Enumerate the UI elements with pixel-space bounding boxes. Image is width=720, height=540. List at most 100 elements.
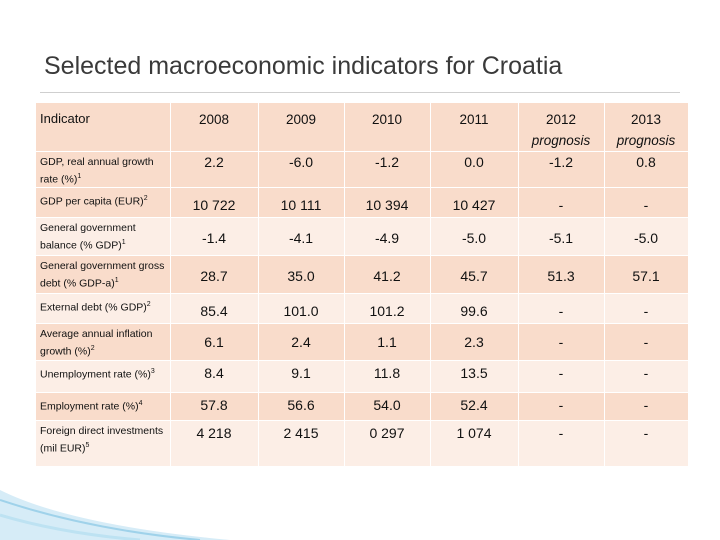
row-label: General government balance (% GDP)1 <box>36 217 171 256</box>
table-row: Employment rate (%)4 57.8 56.6 54.0 52.4- - <box>36 392 689 421</box>
column-header-2009: 2009 <box>258 103 345 152</box>
page-title: Selected macroeconomic indicators for Cr… <box>44 52 563 80</box>
table-cell: 10 394 <box>344 187 431 218</box>
table-cell: -1.2 <box>344 151 431 188</box>
decorative-swoosh <box>0 490 230 540</box>
table-cell: 56.6 <box>258 392 345 421</box>
column-header-indicator: Indicator <box>36 103 171 152</box>
table-cell: - <box>604 420 689 467</box>
row-label-text: Unemployment rate (%) <box>40 368 151 381</box>
column-header-2012: 2012 prognosis <box>518 103 605 152</box>
footnote-marker: 1 <box>114 276 119 284</box>
column-header-2011: 2011 <box>430 103 519 152</box>
table-cell: 10 722 <box>170 187 259 218</box>
column-year: 2008 <box>198 112 230 127</box>
row-label: Average annual inflation growth (%)2 <box>36 323 171 361</box>
column-header-2008: 2008 <box>170 103 259 152</box>
table-cell: 9.1 <box>258 360 345 393</box>
column-year: 2011 <box>459 112 489 127</box>
table-cell: - <box>604 360 689 393</box>
table-cell: 45.7 <box>430 255 519 294</box>
table-cell: -5.0 <box>430 217 519 256</box>
column-year: 2013 <box>630 112 662 127</box>
table-cell: - <box>518 323 605 361</box>
table-cell: - <box>518 187 605 218</box>
table-cell: - <box>604 187 689 218</box>
table-cell: 57.1 <box>604 255 689 294</box>
footnote-marker: 5 <box>85 441 90 449</box>
row-label-text: General government balance (% GDP) <box>40 222 136 251</box>
table-cell: -5.0 <box>604 217 689 256</box>
table-cell: 101.0 <box>258 293 345 324</box>
table-cell: - <box>604 293 689 324</box>
column-year: 2009 <box>285 112 317 127</box>
table-cell: - <box>518 293 605 324</box>
table-cell: 2 415 <box>258 420 345 467</box>
table-row: GDP, real annual growth rate (%)1 2.2 -6.0… <box>36 151 689 188</box>
column-header-2010: 2010 <box>344 103 431 152</box>
table-row: General government gross debt (% GDP-a)1… <box>36 255 689 294</box>
table-cell: 13.5 <box>430 360 519 393</box>
row-label: GDP, real annual growth rate (%)1 <box>36 151 171 188</box>
table-cell: -4.9 <box>344 217 431 256</box>
row-label-text: External debt (% GDP) <box>40 301 147 314</box>
row-label: Unemployment rate (%)3 <box>36 360 171 393</box>
swoosh-line <box>0 499 201 540</box>
table-row: Foreign direct investments (mil EUR)5 4 2… <box>36 420 689 467</box>
table-cell: 101.2 <box>344 293 431 324</box>
table-cell: 1 074 <box>430 420 519 467</box>
table-header-row: Indicator 2008 2009 2010 2011 2012 prognosis 2… <box>36 103 689 152</box>
column-header-2013: 2013 prognosis <box>604 103 689 152</box>
table-cell: 6.1 <box>170 323 259 361</box>
column-subtitle: prognosis <box>616 133 676 148</box>
table-cell: - <box>518 392 605 421</box>
table-cell: 51.3 <box>518 255 605 294</box>
row-label: External debt (% GDP)2 <box>36 293 171 324</box>
footnote-marker: 2 <box>143 195 148 202</box>
row-label: General government gross debt (% GDP-a)1 <box>36 255 171 294</box>
table-cell: 57.8 <box>170 392 259 421</box>
row-label: Foreign direct investments (mil EUR)5 <box>36 420 171 467</box>
table-cell: 99.6 <box>430 293 519 324</box>
footnote-marker: 4 <box>138 400 143 407</box>
column-year: 2010 <box>371 112 403 127</box>
table-cell: -5.1 <box>518 217 605 256</box>
table-cell: 10 427 <box>430 187 519 218</box>
table-cell: 2.4 <box>258 323 345 361</box>
row-label-text: General government gross debt (% GDP-a) <box>40 260 165 289</box>
footnote-marker: 1 <box>121 238 126 246</box>
table-cell: -6.0 <box>258 151 345 188</box>
table-cell: 54.0 <box>344 392 431 421</box>
table-cell: 0.8 <box>604 151 689 188</box>
row-label-text: GDP, real annual growth rate (%) <box>40 156 154 185</box>
row-label-text: Foreign direct investments (mil EUR) <box>40 425 164 454</box>
table-cell: - <box>604 392 689 421</box>
row-label: Employment rate (%)4 <box>36 392 171 421</box>
table-cell: 11.8 <box>344 360 431 393</box>
footnote-marker: 2 <box>90 344 95 352</box>
table-cell: -1.4 <box>170 217 259 256</box>
column-year: 2012 <box>545 112 577 127</box>
table-cell: 35.0 <box>258 255 345 294</box>
swoosh-line <box>0 513 141 540</box>
table-cell: - <box>518 420 605 467</box>
table-cell: - <box>604 323 689 361</box>
table-row: External debt (% GDP)2 85.4 101.0 101.2 99.6… <box>36 293 689 324</box>
table-cell: 8.4 <box>170 360 259 393</box>
table-cell: 28.7 <box>170 255 259 294</box>
row-label-text: Employment rate (%) <box>40 400 139 413</box>
table-cell: 0.0 <box>430 151 519 188</box>
indicators-table: Indicator 2008 2009 2010 2011 2012 prognosis 2… <box>36 103 689 467</box>
table-cell: 2.2 <box>170 151 259 188</box>
row-label: GDP per capita (EUR)2 <box>36 187 171 218</box>
table-row: GDP per capita (EUR)2 10 722 10 111 10 394 1… <box>36 187 689 218</box>
table-cell: 0 297 <box>344 420 431 467</box>
footnote-marker: 1 <box>77 172 82 180</box>
table-cell: 85.4 <box>170 293 259 324</box>
table-cell: 1.1 <box>344 323 431 361</box>
table-cell: -4.1 <box>258 217 345 256</box>
row-label-text: GDP per capita (EUR) <box>40 195 144 208</box>
footnote-marker: 3 <box>150 368 155 375</box>
column-subtitle: prognosis <box>531 133 591 148</box>
swoosh-fill <box>0 490 230 540</box>
